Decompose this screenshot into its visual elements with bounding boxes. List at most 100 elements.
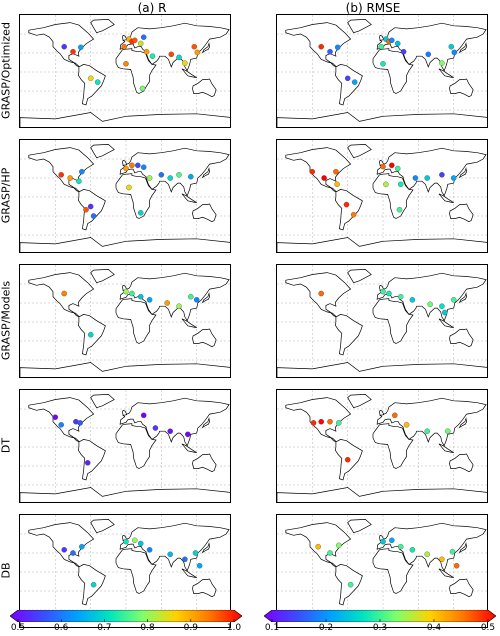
station-marker: [318, 418, 324, 425]
station-marker: [79, 543, 85, 550]
landmass-japan: [458, 542, 467, 554]
landmass-indonesia: [181, 68, 197, 79]
station-marker: [182, 60, 188, 66]
landmass-south-america: [77, 64, 106, 106]
landmass-eurasia: [376, 522, 487, 572]
station-marker: [168, 51, 175, 58]
station-marker: [176, 172, 182, 178]
colorbar-tick-label: 1.0: [226, 623, 242, 633]
landmass-indonesia: [181, 443, 197, 454]
landmass-eurasia: [119, 397, 230, 447]
world-map: [277, 140, 487, 252]
landmass-eurasia: [119, 22, 230, 72]
landmass-great-britain: [122, 159, 128, 166]
colorbar-tick-label: 0.2: [318, 623, 334, 633]
station-marker: [76, 178, 82, 184]
station-marker: [87, 203, 94, 210]
landmass-australia: [192, 78, 217, 98]
station-marker: [94, 79, 101, 85]
station-marker: [344, 75, 351, 82]
landmass-indonesia: [181, 318, 197, 329]
landmass-greenland: [90, 519, 115, 534]
landmass-japan: [201, 167, 210, 179]
station-marker: [84, 460, 91, 466]
station-marker: [61, 290, 67, 297]
landmass-eurasia: [119, 522, 230, 572]
station-marker: [351, 79, 358, 85]
landmass-greenland: [347, 519, 372, 534]
landmass-australia: [192, 578, 217, 598]
station-marker: [61, 43, 67, 50]
landmass-north-america: [285, 397, 352, 443]
station-marker: [321, 175, 327, 181]
station-marker: [121, 43, 127, 50]
landmass-north-america: [28, 272, 95, 318]
map-panel-optimized-rmse: [276, 14, 488, 128]
landmass-greenland: [347, 394, 372, 409]
station-marker: [129, 162, 135, 169]
colorbar-gradient: [10, 610, 242, 622]
station-marker: [334, 181, 340, 188]
landmass-indonesia: [438, 568, 454, 579]
landmass-eurasia: [376, 147, 487, 197]
station-marker: [378, 43, 384, 50]
station-marker: [194, 49, 201, 56]
column-title-rmse: (b) RMSE: [345, 1, 401, 15]
landmass-indonesia: [438, 443, 454, 454]
landmass-australia: [192, 453, 217, 473]
landmass-eurasia: [119, 147, 230, 197]
station-marker: [445, 428, 451, 434]
colorbar-rmse: [264, 610, 496, 622]
landmass-australia: [449, 453, 474, 473]
station-marker: [380, 61, 386, 67]
world-map: [277, 15, 487, 127]
station-marker: [192, 550, 199, 556]
landmass-indonesia: [181, 193, 197, 204]
landmass-antarctica: [277, 112, 487, 127]
landmass-eurasia: [376, 272, 487, 322]
station-marker: [310, 420, 317, 426]
station-marker: [77, 44, 84, 51]
station-marker: [389, 162, 395, 169]
colorbar-gradient: [264, 610, 496, 622]
station-marker: [123, 61, 129, 67]
station-marker: [182, 556, 188, 563]
landmass-japan: [458, 292, 467, 304]
map-panel-hp-rmse: [276, 139, 488, 253]
station-marker: [139, 85, 146, 92]
station-marker: [386, 290, 392, 297]
station-marker: [137, 40, 144, 47]
station-marker: [450, 297, 457, 303]
landmass-japan: [201, 292, 210, 304]
station-marker: [58, 422, 64, 428]
station-marker: [449, 548, 456, 555]
station-marker: [397, 293, 404, 300]
landmass-japan: [201, 542, 210, 554]
landmass-antarctica: [20, 362, 230, 377]
colorbar-tick-label: 0.4: [426, 623, 442, 633]
station-marker: [318, 290, 324, 297]
station-marker: [129, 290, 135, 297]
landmass-north-america: [28, 522, 95, 568]
landmass-africa: [372, 423, 414, 469]
colorbar-tick-label: 0.6: [54, 623, 69, 633]
world-map: [20, 390, 230, 502]
landmass-japan: [201, 42, 210, 54]
station-marker: [191, 43, 198, 50]
station-marker: [137, 210, 144, 216]
station-marker: [167, 551, 173, 558]
station-marker: [140, 164, 147, 170]
landmass-africa: [372, 298, 414, 344]
station-marker: [167, 175, 173, 181]
world-map: [277, 265, 487, 377]
station-marker: [167, 428, 173, 434]
landmass-australia: [449, 78, 474, 98]
station-marker: [176, 303, 182, 309]
landmass-north-america: [28, 397, 95, 443]
colorbar-tick-label: 0.3: [372, 623, 388, 633]
landmass-indonesia: [438, 318, 454, 329]
station-marker: [123, 165, 129, 172]
station-marker: [126, 184, 132, 191]
landmass-antarctica: [277, 362, 487, 377]
station-marker: [132, 537, 138, 544]
